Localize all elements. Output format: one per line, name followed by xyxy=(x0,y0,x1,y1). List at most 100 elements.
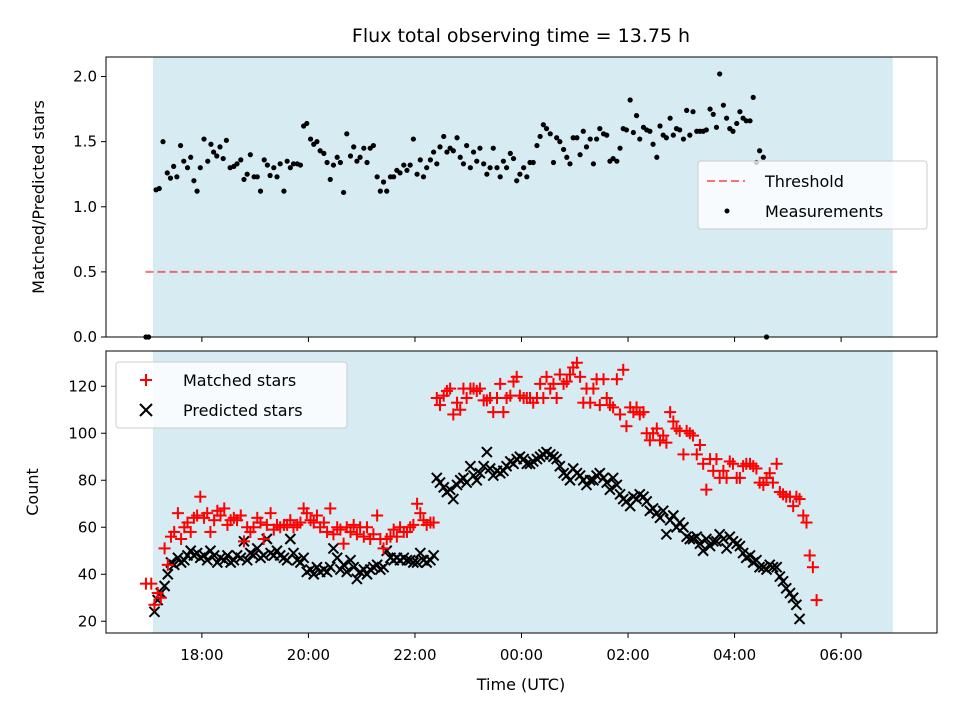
measurement-point xyxy=(340,189,347,196)
measurement-point xyxy=(184,165,191,171)
predicted-point xyxy=(787,592,799,604)
measurement-point xyxy=(647,128,653,134)
predicted-point xyxy=(550,453,563,465)
predicted-point xyxy=(657,505,669,517)
measurement-point xyxy=(304,120,310,127)
predicted-point xyxy=(484,462,496,475)
bottom-panel: 20 40 60 80 100 120 18:00 20:00 22:00 00:00 02:00… xyxy=(23,350,938,694)
matched-point xyxy=(430,392,443,404)
bottom-y-tick-label: 120 xyxy=(68,377,97,395)
measurement-point xyxy=(324,159,330,166)
matched-point xyxy=(254,516,267,529)
measurement-point xyxy=(717,71,723,77)
measurement-point xyxy=(517,171,523,177)
measurement-points xyxy=(143,71,770,340)
measurement-point xyxy=(407,162,413,168)
predicted-point xyxy=(377,561,390,573)
predicted-point xyxy=(700,533,713,545)
measurement-point xyxy=(614,158,620,164)
measurement-point xyxy=(550,159,557,166)
bottom-y-tick-label: 20 xyxy=(78,612,97,630)
measurement-point xyxy=(537,133,543,140)
measurement-point xyxy=(627,97,633,103)
measurement-point xyxy=(590,161,597,167)
predicted-point xyxy=(414,547,426,559)
bottom-y-tick-label: 60 xyxy=(78,518,97,536)
measurement-point xyxy=(171,163,177,169)
bottom-x-tick-label: 18:00 xyxy=(180,646,223,664)
measurement-point xyxy=(238,157,244,163)
measurement-point xyxy=(334,154,340,160)
matched-point xyxy=(487,406,500,419)
matched-point xyxy=(806,561,819,574)
matched-point xyxy=(473,382,486,395)
matched-point xyxy=(175,533,188,545)
matched-point xyxy=(570,356,583,369)
bottom-y-axis: 20 40 60 80 100 120 xyxy=(68,377,106,630)
bottom-y-tick-label: 40 xyxy=(78,565,97,583)
measurement-point xyxy=(197,165,203,171)
bottom-x-axis: 18:00 20:00 22:00 00:00 02:00 04:00 06:00 xyxy=(180,633,863,664)
predicted-point xyxy=(793,613,806,625)
measurement-point xyxy=(540,122,546,128)
matched-point xyxy=(563,368,576,381)
measurement-point xyxy=(703,127,709,133)
measurement-point xyxy=(690,109,696,115)
matched-point xyxy=(444,382,457,395)
matched-point xyxy=(510,370,523,383)
measurement-point xyxy=(577,152,583,158)
top-y-tick-label: 0.5 xyxy=(73,263,97,281)
matched-point xyxy=(614,408,627,421)
predicted-point xyxy=(347,561,360,573)
measurement-point xyxy=(297,162,304,168)
matched-point xyxy=(793,493,806,506)
matched-point xyxy=(707,464,720,477)
matched-point xyxy=(237,535,250,548)
measurement-point xyxy=(457,154,463,160)
measurement-point xyxy=(594,136,600,142)
measurement-point xyxy=(477,145,483,151)
matched-point xyxy=(361,521,374,534)
predicted-point xyxy=(407,556,420,569)
matched-point xyxy=(620,420,633,433)
measurement-point xyxy=(737,109,743,115)
measurement-point xyxy=(587,136,593,142)
measurement-point xyxy=(657,123,663,129)
matched-point xyxy=(607,401,620,414)
measurement-point xyxy=(431,149,437,155)
matched-point xyxy=(664,406,677,419)
measurement-point xyxy=(244,171,250,177)
matched-point xyxy=(797,509,810,522)
measurement-point xyxy=(277,161,283,167)
matched-point xyxy=(161,558,174,571)
predicted-point xyxy=(660,528,673,541)
matched-point xyxy=(344,525,357,538)
legend-matched-swatch xyxy=(140,374,152,386)
predicted-point xyxy=(344,554,357,566)
matched-point xyxy=(650,422,663,435)
matched-point xyxy=(377,542,390,555)
measurement-point xyxy=(397,170,403,176)
measurement-point xyxy=(427,157,434,163)
matched-point xyxy=(208,514,221,527)
predicted-point xyxy=(554,460,566,472)
matched-point xyxy=(757,478,770,491)
bottom-y-axis-label: Count xyxy=(23,468,42,516)
matched-point xyxy=(587,382,600,395)
matched-point xyxy=(800,516,813,529)
measurement-point xyxy=(750,94,756,100)
measurement-point xyxy=(494,165,500,171)
measurement-point xyxy=(497,174,503,180)
measurement-point xyxy=(337,159,343,166)
predicted-point xyxy=(744,549,756,562)
measurement-point xyxy=(241,176,247,183)
matched-point xyxy=(367,528,380,541)
top-x-ticks xyxy=(201,337,842,342)
predicted-point xyxy=(351,573,363,585)
matched-point xyxy=(218,502,231,515)
matched-point xyxy=(763,467,776,480)
measurement-point xyxy=(547,131,553,137)
measurement-point xyxy=(181,158,187,164)
predicted-point xyxy=(717,533,730,545)
bottom-y-tick-label: 80 xyxy=(78,471,97,489)
